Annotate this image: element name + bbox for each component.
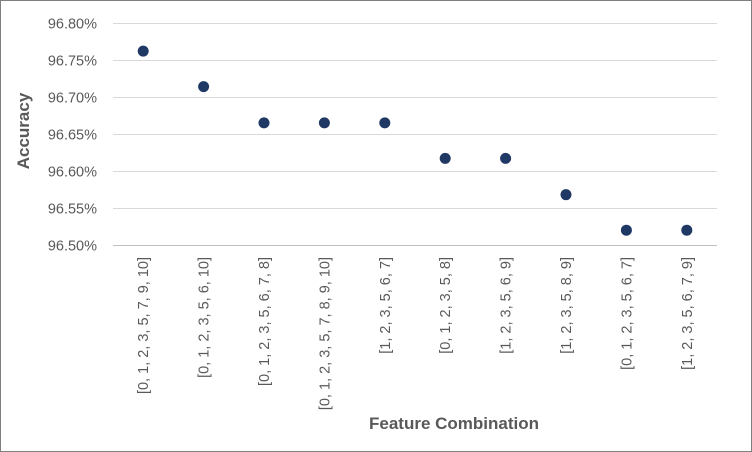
data-point [318,117,330,129]
x-tick-label: [0, 1, 2, 3, 5, 8] [438,257,454,354]
data-point [560,189,572,201]
gridlines [113,23,717,246]
data-points [137,45,693,236]
x-tick-label: [0, 1, 2, 3, 5, 7, 9, 10] [136,257,152,394]
x-axis-title: Feature Combination [369,414,539,433]
y-tick-label: 96.50% [48,239,97,255]
data-point [258,117,270,129]
x-tick-labels: [0, 1, 2, 3, 5, 7, 9, 10] [0, 1, 2, 3, 5,… [136,257,696,410]
y-tick-label: 96.80% [48,17,97,33]
x-tick-label: [0, 1, 2, 3, 5, 6, 10] [197,257,213,378]
data-point [500,152,512,164]
y-tick-label: 96.75% [48,54,97,70]
x-tick-label: [0, 1, 2, 3, 5, 6, 7] [619,257,635,370]
x-tick-label: [0, 1, 2, 3, 5, 7, 8, 9, 10] [317,257,333,410]
data-point [137,45,149,57]
y-tick-labels: 96.50% 96.55% 96.60% 96.65% 96.70% 96.75% 96.8… [48,17,97,255]
y-tick-label: 96.60% [48,165,97,181]
y-tick-label: 96.55% [48,202,97,218]
x-tick-label: [0, 1, 2, 3, 5, 6, 7, 8] [257,257,273,386]
data-point [198,81,210,93]
y-tick-label: 96.70% [48,91,97,107]
data-point [681,224,693,236]
data-point [439,152,451,164]
y-axis-title: Accuracy [14,92,33,169]
x-tick-label: [1, 2, 3, 5, 6, 7, 9] [680,257,696,370]
data-point [620,224,632,236]
x-tick-label: [1, 2, 3, 5, 8, 9] [559,257,575,354]
x-tick-label: [1, 2, 3, 5, 6, 7] [378,257,394,354]
x-tick-label: [1, 2, 3, 5, 6, 9] [499,257,515,354]
data-point [379,117,391,129]
y-tick-label: 96.65% [48,128,97,144]
